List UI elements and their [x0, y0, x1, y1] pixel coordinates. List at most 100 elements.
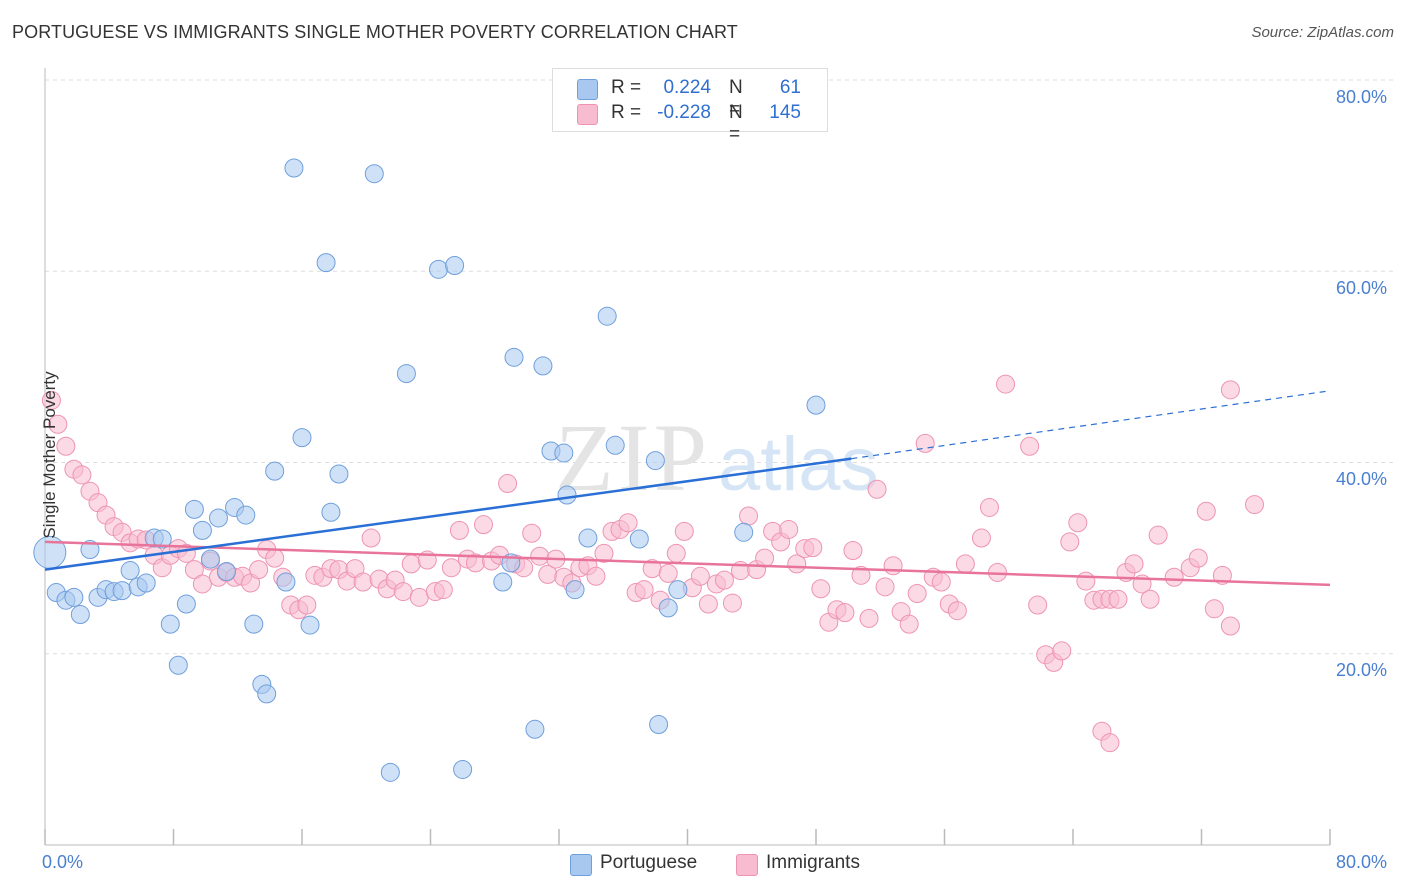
- portuguese-legend-swatch: [570, 854, 592, 876]
- data-point: [236, 505, 256, 525]
- data-point: [321, 502, 341, 522]
- data-point: [504, 347, 524, 367]
- data-point: [64, 587, 84, 607]
- data-point: [883, 556, 903, 576]
- y-tick-label-20: 20.0%: [1336, 660, 1388, 680]
- x-tick-label-min: 0.0%: [42, 852, 84, 872]
- data-point: [979, 497, 999, 517]
- r-label: R =: [611, 77, 642, 98]
- watermark-zip: ZIP: [555, 404, 711, 511]
- data-point: [80, 540, 100, 560]
- data-point: [474, 515, 494, 535]
- n-value: 61: [779, 77, 801, 98]
- data-point: [249, 560, 269, 580]
- data-point: [393, 582, 413, 602]
- data-point: [649, 715, 669, 735]
- axes: [44, 68, 1331, 846]
- data-point: [429, 259, 449, 279]
- data-point: [56, 436, 76, 456]
- data-point: [1245, 495, 1265, 515]
- data-point: [597, 306, 617, 326]
- data-point: [734, 522, 754, 542]
- data-point: [257, 684, 277, 704]
- data-point: [41, 390, 61, 410]
- data-point: [578, 528, 598, 548]
- data-point: [755, 548, 775, 568]
- data-point: [835, 603, 855, 623]
- data-point: [525, 719, 545, 739]
- data-point: [698, 594, 718, 614]
- data-point: [875, 577, 895, 597]
- data-point: [971, 528, 991, 548]
- data-point: [867, 479, 887, 499]
- data-point: [1164, 567, 1184, 587]
- data-point: [380, 762, 400, 782]
- n-value: 145: [769, 102, 801, 123]
- data-point: [445, 256, 465, 276]
- data-point: [48, 414, 68, 434]
- data-point: [899, 614, 919, 634]
- data-point: [668, 580, 688, 600]
- data-point: [70, 605, 90, 625]
- data-point: [843, 540, 863, 560]
- data-point: [811, 579, 831, 599]
- data-point: [996, 374, 1016, 394]
- data-point: [208, 508, 228, 528]
- n-label: N =: [729, 102, 743, 145]
- immigrants-legend-label: Immigrants: [766, 852, 860, 873]
- r-value: 0.224: [663, 77, 711, 98]
- portuguese-points: [33, 158, 826, 782]
- chart-title: PORTUGUESE VS IMMIGRANTS SINGLE MOTHER P…: [12, 22, 738, 42]
- y-axis-title: Single Mother Poverty: [40, 371, 59, 539]
- data-point: [284, 158, 304, 178]
- data-point: [690, 566, 710, 586]
- data-point: [1204, 599, 1224, 619]
- data-point: [184, 499, 204, 519]
- data-point: [1068, 513, 1088, 533]
- data-point: [1028, 595, 1048, 615]
- data-point: [634, 580, 654, 600]
- data-point: [361, 528, 381, 548]
- data-point: [1052, 641, 1072, 661]
- data-point: [217, 562, 237, 582]
- watermark-atlas: atlas: [718, 422, 879, 507]
- trend-lines: [44, 390, 1331, 587]
- data-point: [316, 253, 336, 273]
- data-point: [554, 443, 574, 463]
- data-point: [522, 523, 542, 543]
- y-tick-label-60: 60.0%: [1336, 278, 1388, 298]
- data-point: [803, 538, 823, 558]
- data-point: [160, 614, 180, 634]
- data-point: [401, 554, 421, 574]
- data-point: [364, 164, 384, 184]
- data-point: [449, 520, 469, 540]
- immigrants-legend-swatch: [736, 854, 758, 876]
- data-point: [557, 485, 577, 505]
- data-point: [806, 395, 826, 415]
- data-point: [152, 529, 172, 549]
- data-point: [292, 428, 312, 448]
- data-point: [1076, 571, 1096, 591]
- data-point: [859, 608, 879, 628]
- data-point: [658, 598, 678, 618]
- data-point: [530, 546, 550, 566]
- data-point: [947, 601, 967, 621]
- correlation-legend: R = 0.224 N = 61 R = -0.228 N = 145: [552, 68, 828, 145]
- data-point: [1220, 616, 1240, 636]
- data-point: [441, 558, 461, 578]
- watermark: ZIP atlas: [555, 404, 879, 511]
- data-point: [396, 364, 416, 384]
- data-point: [739, 506, 759, 526]
- data-point: [244, 614, 264, 634]
- portuguese-legend-label: Portuguese: [600, 852, 698, 873]
- data-point: [533, 356, 553, 376]
- data-point: [714, 570, 734, 590]
- data-point: [265, 548, 285, 568]
- data-point: [779, 519, 799, 539]
- data-point: [433, 580, 453, 600]
- data-point: [265, 461, 285, 481]
- data-point: [565, 580, 585, 600]
- data-point: [300, 615, 320, 635]
- data-point: [907, 584, 927, 604]
